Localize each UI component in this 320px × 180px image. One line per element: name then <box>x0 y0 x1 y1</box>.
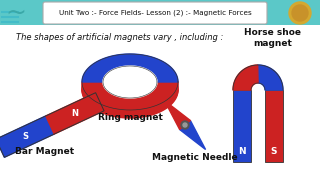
Polygon shape <box>180 120 205 150</box>
Text: Ring magnet: Ring magnet <box>98 114 163 123</box>
Bar <box>265 90 283 162</box>
Text: N: N <box>71 109 78 118</box>
Polygon shape <box>0 116 54 157</box>
Polygon shape <box>82 85 178 113</box>
Polygon shape <box>82 90 178 118</box>
Bar <box>233 90 251 162</box>
Polygon shape <box>82 87 178 115</box>
Text: Bar Magnet: Bar Magnet <box>15 147 75 156</box>
Polygon shape <box>82 54 178 82</box>
Polygon shape <box>103 66 157 98</box>
Polygon shape <box>82 86 178 114</box>
Circle shape <box>289 2 311 24</box>
Circle shape <box>292 5 308 21</box>
Circle shape <box>183 123 187 127</box>
Polygon shape <box>82 84 178 112</box>
Text: S: S <box>271 147 277 156</box>
Bar <box>0 0 320 25</box>
Text: Horse shoe
magnet: Horse shoe magnet <box>244 28 301 48</box>
Polygon shape <box>82 83 178 111</box>
FancyBboxPatch shape <box>43 2 267 24</box>
Text: ~: ~ <box>5 1 26 25</box>
Text: N: N <box>238 147 246 156</box>
Bar <box>0 25 320 180</box>
Polygon shape <box>82 89 178 117</box>
Text: The shapes of artificial magnets vary , including :: The shapes of artificial magnets vary , … <box>16 33 224 42</box>
Polygon shape <box>258 65 283 90</box>
Text: S: S <box>22 132 28 141</box>
Text: Magnetic Needle: Magnetic Needle <box>152 154 238 163</box>
Polygon shape <box>82 82 178 110</box>
Polygon shape <box>46 93 104 134</box>
Polygon shape <box>82 88 178 116</box>
Circle shape <box>181 121 189 129</box>
Polygon shape <box>233 65 258 90</box>
Text: Unit Two :- Force Fields- Lesson (2) :- Magnetic Forces: Unit Two :- Force Fields- Lesson (2) :- … <box>59 10 252 16</box>
Polygon shape <box>164 100 190 129</box>
